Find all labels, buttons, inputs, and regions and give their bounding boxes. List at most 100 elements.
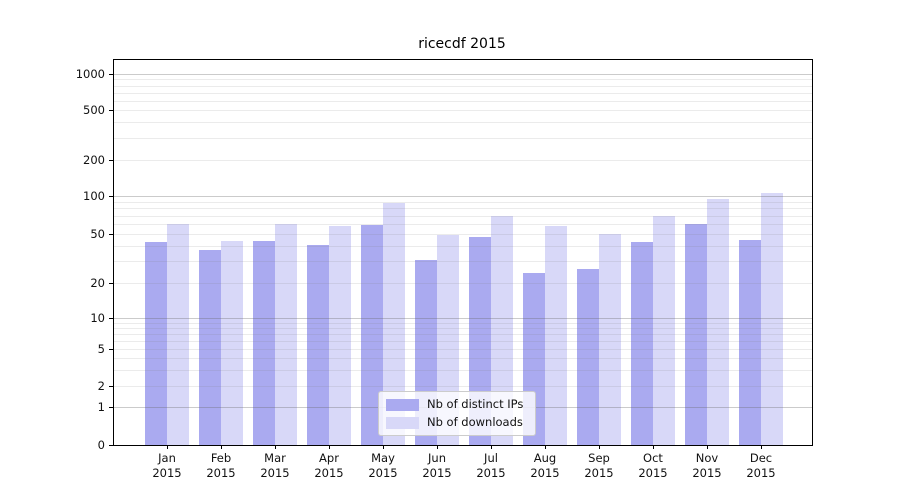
x-tick-label-line: Nov (695, 451, 719, 465)
x-tick-label-line: 2015 (422, 466, 452, 480)
x-tick-label-jun: Jun 2015 (410, 451, 464, 481)
y-tick-label: 200 (83, 153, 105, 167)
x-tick-label-nov: Nov 2015 (680, 451, 734, 481)
bar-distinct-ips-oct (631, 242, 653, 445)
x-tick-label-may: May 2015 (356, 451, 410, 481)
x-tick-label-line: Aug (533, 451, 557, 465)
x-tick-label-dec: Dec 2015 (734, 451, 788, 481)
legend: Nb of distinct IPs Nb of downloads (378, 391, 537, 436)
x-tick-label-line: 2015 (530, 466, 560, 480)
x-tick-label-line: 2015 (206, 466, 236, 480)
x-tick-mark (437, 445, 438, 449)
x-tick-label-jul: Jul 2015 (464, 451, 518, 481)
y-tick-mark (109, 110, 113, 111)
x-tick-label-line: Sep (588, 451, 610, 465)
legend-swatch-downloads-icon (386, 416, 419, 429)
bar-distinct-ips-may (361, 224, 383, 445)
y-tick-label: 1 (97, 400, 105, 414)
bar-downloads-mar (275, 224, 297, 445)
x-tick-label-line: Jan (158, 451, 176, 465)
x-tick-label-jan: Jan 2015 (140, 451, 194, 481)
x-tick-label-line: Mar (264, 451, 286, 465)
x-tick-label-line: 2015 (314, 466, 344, 480)
x-tick-label-line: 2015 (260, 466, 290, 480)
bar-downloads-aug (545, 225, 567, 445)
x-tick-mark (221, 445, 222, 449)
bar-downloads-feb (221, 240, 243, 445)
legend-entry-distinct-ips: Nb of distinct IPs (386, 397, 523, 412)
y-tick-label: 20 (90, 276, 105, 290)
gridline-minor (114, 160, 812, 161)
gridline-major (114, 74, 812, 75)
bar-downloads-jul (491, 215, 513, 445)
legend-entry-downloads: Nb of downloads (386, 415, 523, 430)
y-tick-label: 0 (97, 438, 105, 452)
y-tick-label: 5 (97, 342, 105, 356)
x-tick-label-line: 2015 (368, 466, 398, 480)
x-tick-label-line: 2015 (152, 466, 182, 480)
y-tick-label: 2 (97, 379, 105, 393)
gridline-minor (114, 79, 812, 80)
x-tick-mark (491, 445, 492, 449)
legend-label-downloads: Nb of downloads (427, 415, 523, 429)
x-tick-mark (653, 445, 654, 449)
y-tick-mark (109, 283, 113, 284)
y-tick-label: 500 (83, 103, 105, 117)
y-tick-mark (109, 407, 113, 408)
gridline-minor (114, 93, 812, 94)
y-tick-label: 10 (90, 311, 105, 325)
bar-downloads-may (383, 203, 405, 445)
bar-distinct-ips-nov (685, 224, 707, 445)
x-tick-mark (761, 445, 762, 449)
legend-label-distinct-ips: Nb of distinct IPs (427, 397, 524, 411)
y-tick-mark (109, 74, 113, 75)
chart-title: ricecdf 2015 (418, 36, 506, 52)
x-tick-label-apr: Apr 2015 (302, 451, 356, 481)
x-tick-label-line: Oct (643, 451, 663, 465)
x-tick-label-oct: Oct 2015 (626, 451, 680, 481)
x-tick-mark (275, 445, 276, 449)
y-tick-mark (109, 386, 113, 387)
x-tick-label-line: Feb (210, 451, 232, 465)
legend-swatch-distinct-ips-icon (386, 398, 419, 411)
plot-area: 0 1 2 5 10 20 50 100 200 500 1000 Jan 2015 Feb 2015 Mar… (76, 59, 813, 480)
bar-distinct-ips-jan (145, 242, 167, 445)
gridline-major (114, 196, 812, 197)
bar-distinct-ips-dec (739, 239, 761, 445)
y-tick-label: 1000 (75, 67, 105, 81)
x-tick-label-line: Jun (428, 451, 446, 465)
y-tick-mark (109, 196, 113, 197)
gridline-minor (114, 138, 812, 139)
y-tick-mark (109, 234, 113, 235)
x-tick-label-line: 2015 (476, 466, 506, 480)
x-tick-mark (545, 445, 546, 449)
x-tick-mark (329, 445, 330, 449)
bar-downloads-nov (707, 198, 729, 445)
x-tick-label-feb: Feb 2015 (194, 451, 248, 481)
y-tick-label: 100 (83, 189, 105, 203)
x-tick-label-line: Apr (319, 451, 339, 465)
bar-distinct-ips-apr (307, 244, 329, 445)
x-tick-mark (167, 445, 168, 449)
gridline-minor (114, 110, 812, 111)
gridline-minor (114, 101, 812, 102)
x-tick-label-line: 2015 (638, 466, 668, 480)
y-tick-mark (109, 349, 113, 350)
bar-distinct-ips-feb (199, 250, 221, 445)
x-tick-label-line: May (371, 451, 395, 465)
x-tick-label-line: Dec (749, 451, 773, 465)
y-tick-label: 50 (90, 227, 105, 241)
y-tick-mark (109, 318, 113, 319)
gridline-minor (114, 122, 812, 123)
bar-downloads-jan (167, 224, 189, 445)
y-tick-mark (109, 160, 113, 161)
bar-distinct-ips-sep (577, 268, 599, 445)
x-tick-label-line: Jul (484, 451, 498, 465)
bar-distinct-ips-mar (253, 240, 275, 445)
x-tick-label-sep: Sep 2015 (572, 451, 626, 481)
x-tick-mark (383, 445, 384, 449)
gridline-minor (114, 86, 812, 87)
bar-downloads-oct (653, 215, 675, 445)
x-tick-label-mar: Mar 2015 (248, 451, 302, 481)
